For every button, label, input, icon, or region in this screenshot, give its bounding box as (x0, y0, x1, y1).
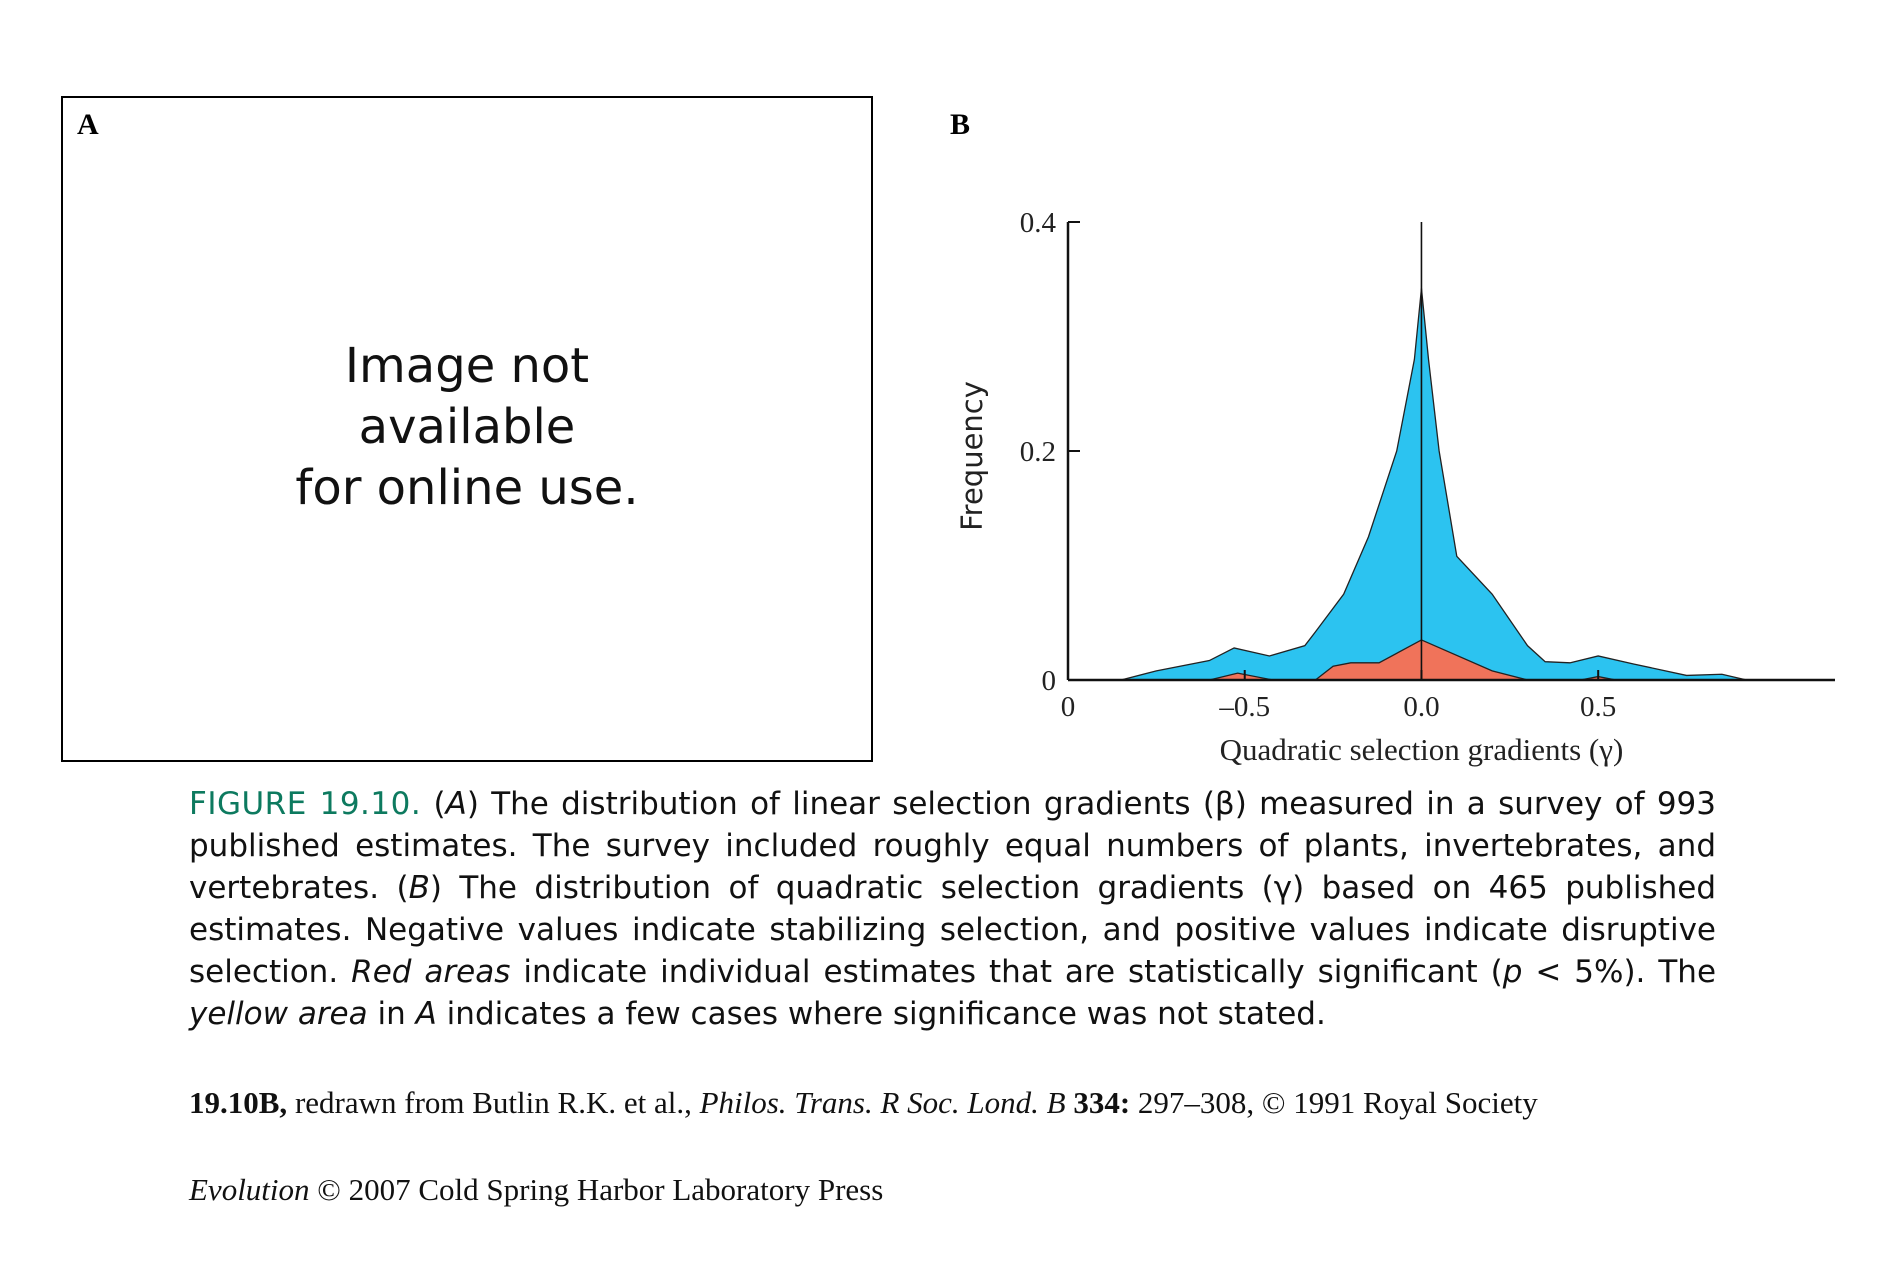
credit-volume: 334: (1073, 1085, 1131, 1120)
book-title: Evolution (189, 1172, 310, 1207)
publisher-text: © 2007 Cold Spring Harbor Laboratory Pre… (309, 1172, 884, 1207)
panel-a-placeholder: A Image not available for online use. (61, 96, 873, 762)
caption-text: indicates a few cases where significance… (436, 996, 1326, 1032)
y-tick-label: 0.2 (1020, 436, 1056, 468)
panel-b-label: B (950, 108, 971, 141)
caption-red-areas: Red areas (351, 954, 511, 990)
x-tick-label: 0.0 (1403, 691, 1439, 723)
y-axis-label: Frequency (955, 381, 989, 531)
caption-yellow-area: yellow area (189, 996, 368, 1032)
caption-text: ) The distribution of quadratic selectio… (189, 870, 1716, 990)
credit-text: redrawn from Butlin R.K. et al., (287, 1085, 700, 1120)
panel-a-label: A (77, 108, 99, 141)
caption-p: p (1502, 954, 1523, 990)
caption-text: ) The distribution of linear selection g… (189, 786, 1716, 906)
y-tick-label: 0.4 (1020, 207, 1057, 239)
y-tick-label: 0 (1042, 665, 1057, 697)
caption-ref-a: A (445, 786, 467, 822)
credit-label: 19.10B, (189, 1085, 288, 1120)
figure-number: FIGURE 19.10. (189, 786, 422, 822)
x-tick-label: 0.5 (1580, 691, 1616, 723)
caption-text: ( (421, 786, 446, 822)
publisher-line: Evolution © 2007 Cold Spring Harbor Labo… (189, 1172, 883, 1208)
caption-text: in (367, 996, 416, 1032)
credit-text: 297–308, © 1991 Royal Society (1130, 1085, 1538, 1120)
caption-ref-a: A (415, 996, 437, 1032)
all-estimates-area (1120, 288, 1747, 681)
selection-gradient-chart: 0 0.2 0.4 0 –0.5 0.0 0.5 Quadratic selection gr… (955, 207, 1835, 767)
caption-text: indicate individual estimates that are s… (510, 954, 1503, 990)
x-axis-label: Quadratic selection gradients (γ) (1220, 732, 1624, 767)
x-tick-label: –0.5 (1218, 691, 1270, 723)
x-tick-label: 0 (1061, 691, 1076, 723)
caption-text: < 5%). The (1522, 954, 1717, 990)
credit-journal: Philos. Trans. R Soc. Lond. B (699, 1085, 1066, 1120)
image-not-available-message: Image not available for online use. (295, 338, 639, 516)
caption-ref-b: B (408, 870, 430, 906)
figure-caption: FIGURE 19.10. (A) The distribution of li… (189, 783, 1716, 1035)
figure-credit: 19.10B, redrawn from Butlin R.K. et al.,… (189, 1085, 1538, 1121)
